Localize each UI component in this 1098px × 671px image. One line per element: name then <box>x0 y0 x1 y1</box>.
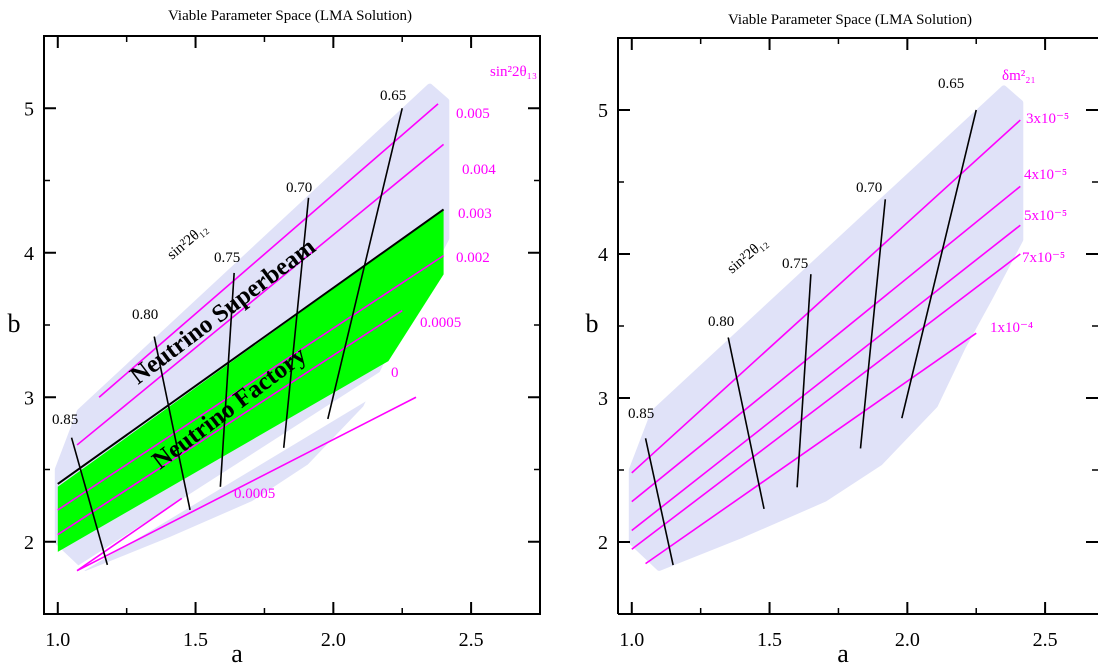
right-ticks: 1.0 1.5 2.0 2.5 2 3 4 5 <box>598 37 1098 651</box>
dm21-contour <box>645 332 977 565</box>
allowed-region <box>628 85 1024 571</box>
neutrino-factory-region <box>57 209 444 552</box>
dm21-contour-label: 4x10⁻⁵ <box>1024 167 1067 183</box>
theta12-contour <box>727 337 765 510</box>
theta13-contour <box>76 143 445 446</box>
dm21-contour <box>631 119 1021 474</box>
left-theta12-axis-label: sin²2θ₁₂ <box>164 220 210 263</box>
theta13-contours <box>57 103 445 572</box>
right-chart: Viable Parameter Space (LMA Solution) 1.… <box>586 12 1098 668</box>
y-tick-label: 5 <box>24 98 34 120</box>
right-x-axis-label: a <box>837 639 849 668</box>
left-chart: Viable Parameter Space (LMA Solution) Ne… <box>8 8 541 668</box>
theta12-contour <box>644 438 674 566</box>
theta13-contour-label: 0 <box>391 365 399 381</box>
x-tick-label: 1.0 <box>619 629 644 651</box>
left-y-axis-label: b <box>8 309 21 338</box>
theta12-contour-label: 0.85 <box>628 406 654 422</box>
left-theta12-contour-labels: 0.85 0.80 0.75 0.70 0.65 <box>52 88 406 428</box>
right-theta12-axis-label: sin²2θ₁₂ <box>724 234 770 277</box>
theta13-contour <box>76 497 183 572</box>
theta12-contour-label: 0.65 <box>380 88 406 104</box>
theta12-contours <box>644 109 977 566</box>
left-ticks: 1.0 1.5 2.0 2.5 2 3 4 5 <box>24 35 540 651</box>
dm21-contour-label: 3x10⁻⁵ <box>1026 111 1069 127</box>
theta12-contour <box>153 336 191 511</box>
x-tick-label: 1.0 <box>45 629 70 651</box>
left-chart-title: Viable Parameter Space (LMA Solution) <box>168 8 412 24</box>
y-tick-label: 2 <box>598 532 608 554</box>
theta13-contour <box>76 396 417 572</box>
theta12-contour <box>859 199 887 449</box>
theta12-contour-label: 0.85 <box>52 412 78 428</box>
theta12-contour-label: 0.70 <box>286 180 312 196</box>
y-tick-label: 3 <box>598 388 608 410</box>
x-tick-label: 2.0 <box>321 629 346 651</box>
theta12-contour-label: 0.80 <box>132 307 158 323</box>
theta13-contour-label: 0.005 <box>456 106 490 122</box>
dm21-contour-label: 5x10⁻⁵ <box>1024 208 1067 224</box>
theta13-contour-label: 0.004 <box>462 162 496 178</box>
excluded-gap <box>77 361 397 575</box>
theta13-contour <box>98 103 439 398</box>
dm21-contours <box>631 119 1021 565</box>
x-tick-label: 2.0 <box>895 629 920 651</box>
theta12-contour <box>219 272 235 487</box>
x-tick-label: 2.5 <box>459 629 484 651</box>
theta12-contour-label: 0.70 <box>856 180 882 196</box>
theta13-contour-label: 0.002 <box>456 250 490 266</box>
x-tick-label: 2.5 <box>1033 629 1058 651</box>
theta12-contour <box>796 274 812 488</box>
theta12-contour-label: 0.80 <box>708 314 734 330</box>
theta13-contour-label: 0.0005 <box>420 315 461 331</box>
dm21-contour <box>631 185 1021 503</box>
theta12-contour <box>327 108 404 420</box>
theta12-contour <box>901 109 977 419</box>
right-plot-area <box>628 85 1024 571</box>
theta13-contour-label: 0.0005 <box>234 486 275 502</box>
dm21-contour <box>631 224 1021 532</box>
y-tick-label: 4 <box>24 243 34 265</box>
y-tick-label: 3 <box>24 387 34 409</box>
theta12-contour-label: 0.75 <box>782 256 808 272</box>
x-tick-label: 1.5 <box>757 629 782 651</box>
right-y-axis-label: b <box>586 309 599 338</box>
theta13-contour-labels: 0.005 0.004 0.003 0.002 0.0005 0 0.0005 <box>234 106 496 502</box>
theta12-contour <box>282 197 310 448</box>
left-x-axis-label: a <box>231 639 243 668</box>
theta13-header: sin²2θ₁₃ <box>490 64 537 80</box>
x-tick-label: 1.5 <box>183 629 208 651</box>
right-chart-title: Viable Parameter Space (LMA Solution) <box>728 12 972 28</box>
dm21-contour <box>631 253 1021 550</box>
y-tick-label: 5 <box>598 100 608 122</box>
theta12-contour <box>70 437 109 566</box>
theta12-contour-label: 0.65 <box>938 76 964 92</box>
dm21-contour-label: 1x10⁻⁴ <box>990 320 1033 336</box>
theta13-contour-label: 0.003 <box>458 206 492 222</box>
dm21-contour-label: 7x10⁻⁵ <box>1022 250 1065 266</box>
theta12-contours <box>70 108 404 566</box>
theta12-contour-label: 0.75 <box>214 250 240 266</box>
y-tick-label: 2 <box>24 532 34 554</box>
dm21-header: δm²₂₁ <box>1002 68 1036 84</box>
dm21-contour-labels: 3x10⁻⁵ 4x10⁻⁵ 5x10⁻⁵ 7x10⁻⁵ 1x10⁻⁴ <box>990 111 1069 336</box>
right-theta12-contour-labels: 0.85 0.80 0.75 0.70 0.65 <box>628 76 964 422</box>
theta13-contour <box>57 254 444 511</box>
y-tick-label: 4 <box>598 244 608 266</box>
superbeam-factory-boundary <box>57 208 445 485</box>
